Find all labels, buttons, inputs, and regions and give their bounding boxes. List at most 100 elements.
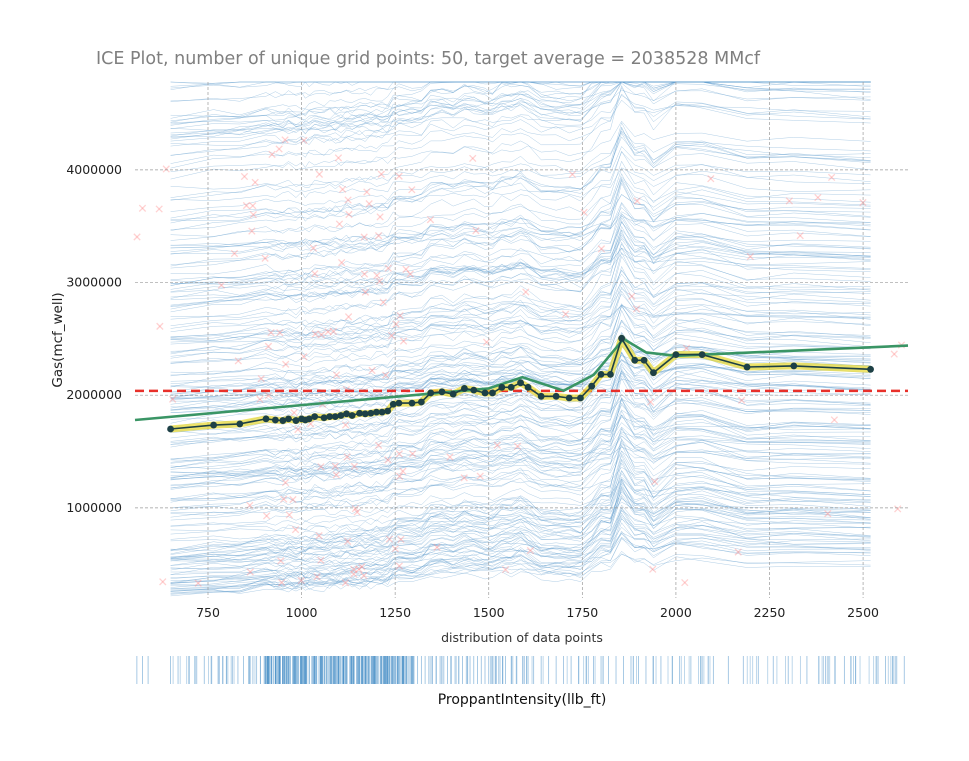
ice-line: [170, 553, 871, 594]
ice-line: [170, 151, 871, 220]
pdp-point: [279, 417, 287, 424]
pdp-point: [607, 370, 614, 378]
scatter-point: [397, 535, 405, 544]
pdp-point: [698, 351, 706, 359]
scatter-point-stroke: [392, 320, 400, 328]
pdp-point: [507, 383, 515, 391]
scatter-point-stroke: [344, 196, 352, 204]
y-tick-label: 2000000: [66, 387, 122, 402]
scatter-point-stroke: [522, 288, 530, 296]
ice-line: [170, 273, 871, 329]
ice-line: [170, 229, 871, 306]
scatter-point: [261, 254, 269, 262]
pdp-point: [498, 383, 506, 391]
pdp-point: [565, 394, 573, 402]
scatter-point: [395, 472, 404, 480]
scatter-point-stroke: [493, 441, 501, 449]
scatter-point-stroke: [890, 350, 898, 358]
scatter-point-stroke: [408, 450, 417, 458]
scatter-point-stroke: [426, 216, 435, 224]
scatter-point: [827, 173, 836, 182]
scatter-point: [315, 532, 323, 540]
ice-line: [170, 482, 871, 543]
pdp-line-layer: [134, 334, 909, 433]
scatter-point-stroke: [280, 495, 288, 503]
scatter-point-stroke: [264, 391, 273, 400]
scatter-point: [311, 330, 320, 338]
scatter-point-stroke: [343, 453, 351, 461]
scatter-point-stroke: [289, 495, 297, 504]
ice-line: [170, 253, 871, 301]
scatter-point-stroke: [476, 472, 484, 480]
rug-plot-layer: [136, 656, 905, 684]
scatter-point-stroke: [315, 170, 324, 178]
scatter-point-stroke: [280, 495, 288, 503]
ice-line: [170, 202, 871, 298]
scatter-point-stroke: [827, 173, 836, 182]
scatter-point-stroke: [649, 565, 657, 573]
pdp-point: [577, 394, 584, 402]
scatter-point-stroke: [262, 512, 271, 520]
ice-line: [170, 265, 871, 364]
scatter-point: [379, 298, 387, 306]
scatter-point-stroke: [399, 337, 408, 345]
scatter-point: [469, 154, 477, 163]
scatter-point-stroke: [353, 508, 361, 516]
ice-line: [170, 450, 871, 527]
scatter-point: [249, 202, 257, 210]
ice-line: [170, 93, 871, 164]
scatter-point-stroke: [796, 232, 804, 240]
scatter-point-stroke: [360, 571, 368, 580]
scatter-point: [345, 210, 353, 219]
scatter-point: [311, 270, 319, 278]
scatter-point-stroke: [392, 320, 400, 328]
scatter-point-stroke: [162, 165, 170, 173]
scatter-point-stroke: [365, 200, 373, 208]
scatter-point: [329, 327, 338, 336]
x-axis-label: ProppantIntensity(llb_ft): [438, 692, 607, 708]
scatter-point-stroke: [397, 535, 405, 544]
scatter-point-stroke: [335, 220, 344, 228]
scatter-point: [633, 197, 641, 205]
scatter-point-stroke: [194, 579, 202, 587]
pdp-point: [326, 413, 334, 421]
ice-line: [170, 229, 871, 345]
scatter-point: [374, 231, 383, 240]
ice-line: [170, 303, 871, 357]
scatter-point-stroke: [580, 208, 588, 217]
scatter-point: [264, 391, 273, 400]
scatter-point-stroke: [374, 231, 383, 240]
ice-line: [170, 182, 871, 290]
scatter-point-stroke: [387, 331, 396, 340]
scatter-point-stroke: [285, 511, 293, 519]
scatter-point-stroke: [628, 292, 636, 300]
scatter-point: [568, 170, 577, 179]
pdp-point: [640, 356, 648, 364]
scatter-point: [580, 208, 588, 217]
scatter-point-stroke: [331, 462, 339, 470]
ice-line: [170, 81, 871, 169]
scatter-point-stroke: [311, 330, 320, 338]
ice-line: [170, 362, 871, 432]
scatter-point-stroke: [138, 204, 147, 212]
pdp-point: [449, 390, 457, 398]
scatter-point-stroke: [501, 565, 510, 574]
scatter-point-stroke: [155, 205, 163, 213]
scatter-point: [281, 136, 289, 144]
ice-line: [170, 402, 871, 488]
ice-line: [170, 444, 871, 551]
scatter-point: [341, 421, 350, 429]
ice-line: [170, 219, 871, 327]
scatter-point: [796, 232, 804, 240]
scatter-point-stroke: [374, 441, 383, 449]
scatter-point-stroke: [482, 338, 491, 346]
scatter-point-stroke: [351, 504, 360, 513]
scatter-point-stroke: [379, 298, 387, 306]
scatter-point: [628, 292, 636, 300]
ice-line: [170, 432, 871, 503]
scatter-point: [433, 543, 441, 551]
scatter-point-stroke: [341, 579, 350, 587]
ice-line: [170, 81, 871, 136]
pdp-point: [867, 365, 874, 373]
scatter-point-stroke: [309, 244, 318, 252]
